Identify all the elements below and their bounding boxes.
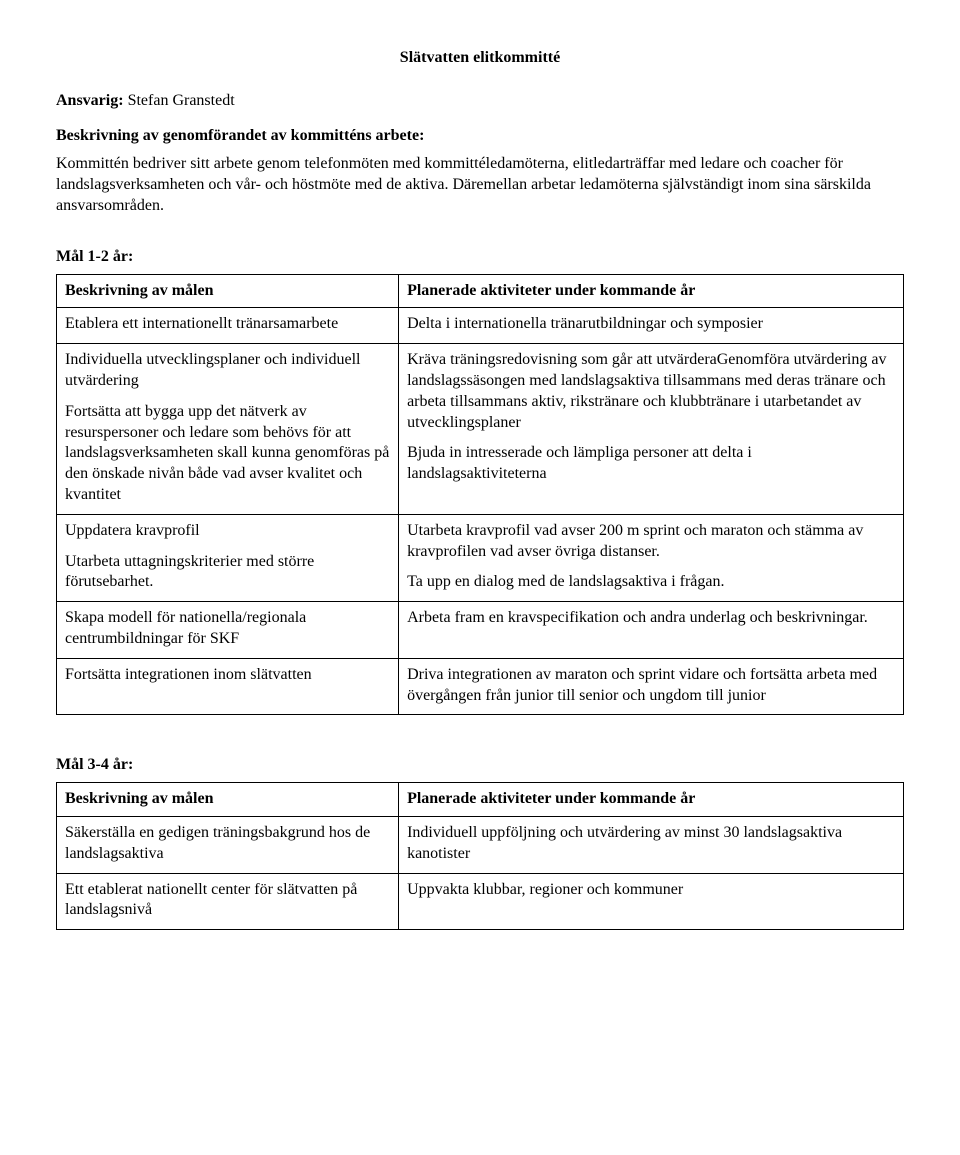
goal-text: Etablera ett internationellt tränarsamar…	[65, 314, 390, 335]
ansvarig-line: Ansvarig: Stefan Granstedt	[56, 91, 904, 112]
activity-text: Utarbeta kravprofil vad avser 200 m spri…	[407, 521, 895, 563]
mal12-col-left-header: Beskrivning av målen	[57, 274, 399, 308]
table-cell: Etablera ett internationellt tränarsamar…	[57, 308, 399, 344]
activity-text: Driva integrationen av maraton och sprin…	[407, 665, 895, 707]
page-title: Slätvatten elitkommitté	[56, 48, 904, 69]
goal-text: Individuella utvecklingsplaner och indiv…	[65, 350, 390, 392]
activity-text: Arbeta fram en kravspecifikation och and…	[407, 608, 895, 629]
mal34-col-right-header: Planerade aktiviteter under kommande år	[399, 783, 904, 817]
mal34-table: Beskrivning av målen Planerade aktivitet…	[56, 782, 904, 930]
goal-text: Utarbeta uttagningskriterier med större …	[65, 552, 390, 594]
mal12-col-right-header: Planerade aktiviteter under kommande år	[399, 274, 904, 308]
table-cell: Fortsätta integrationen inom slätvatten	[57, 658, 399, 715]
activity-text: Individuell uppföljning och utvärdering …	[407, 823, 895, 865]
goal-text: Fortsätta att bygga upp det nätverk av r…	[65, 402, 390, 506]
table-cell: Uppvakta klubbar, regioner och kommuner	[399, 873, 904, 930]
table-cell: Säkerställa en gedigen träningsbakgrund …	[57, 816, 399, 873]
table-cell: Arbeta fram en kravspecifikation och and…	[399, 602, 904, 659]
table-cell: Individuell uppföljning och utvärdering …	[399, 816, 904, 873]
goal-text: Fortsätta integrationen inom slätvatten	[65, 665, 390, 686]
activity-text: Uppvakta klubbar, regioner och kommuner	[407, 880, 895, 901]
goal-text: Skapa modell för nationella/regionala ce…	[65, 608, 390, 650]
goal-text: Ett etablerat nationellt center för slät…	[65, 880, 390, 922]
table-cell: Uppdatera kravprofil Utarbeta uttagnings…	[57, 514, 399, 601]
mal34-heading: Mål 3-4 år:	[56, 755, 904, 776]
ansvarig-name: Stefan Granstedt	[124, 92, 235, 109]
activity-text: Delta i internationella tränarutbildning…	[407, 314, 895, 335]
description-body: Kommittén bedriver sitt arbete genom tel…	[56, 154, 904, 216]
activity-text: Bjuda in intresserade och lämpliga perso…	[407, 443, 895, 485]
table-cell: Driva integrationen av maraton och sprin…	[399, 658, 904, 715]
table-cell: Ett etablerat nationellt center för slät…	[57, 873, 399, 930]
table-cell: Utarbeta kravprofil vad avser 200 m spri…	[399, 514, 904, 601]
mal12-heading: Mål 1-2 år:	[56, 247, 904, 268]
mal34-col-left-header: Beskrivning av målen	[57, 783, 399, 817]
activity-text: Ta upp en dialog med de landslagsaktiva …	[407, 572, 895, 593]
table-cell: Kräva träningsredovisning som går att ut…	[399, 344, 904, 515]
ansvarig-label: Ansvarig:	[56, 92, 124, 109]
table-cell: Delta i internationella tränarutbildning…	[399, 308, 904, 344]
goal-text: Uppdatera kravprofil	[65, 521, 390, 542]
activity-text: Kräva träningsredovisning som går att ut…	[407, 350, 895, 433]
mal12-table: Beskrivning av målen Planerade aktivitet…	[56, 274, 904, 716]
goal-text: Säkerställa en gedigen träningsbakgrund …	[65, 823, 390, 865]
table-cell: Skapa modell för nationella/regionala ce…	[57, 602, 399, 659]
table-cell: Individuella utvecklingsplaner och indiv…	[57, 344, 399, 515]
description-label: Beskrivning av genomförandet av kommitté…	[56, 126, 904, 147]
